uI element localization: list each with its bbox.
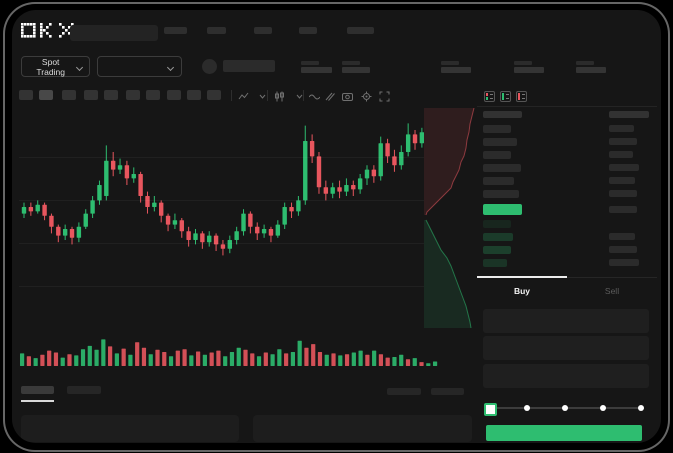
gridline [19, 157, 424, 158]
pair-selector-dropdown[interactable] [97, 56, 182, 77]
tab-buy[interactable]: Buy [513, 286, 531, 296]
buy-submit-button[interactable] [486, 425, 642, 441]
ask-row[interactable] [483, 190, 519, 198]
volume-histogram [19, 336, 439, 366]
panel-divider [477, 106, 657, 107]
fullscreen-icon[interactable] [379, 91, 390, 102]
bid-amount [609, 259, 639, 266]
timeframe-button-selected[interactable] [39, 90, 53, 100]
timeframe-button[interactable] [126, 90, 140, 100]
market-type-label: Spot Trading [36, 56, 65, 77]
ask-row[interactable] [483, 125, 511, 133]
price-input[interactable] [483, 309, 649, 333]
chevron-down-icon[interactable] [294, 91, 305, 102]
camera-snapshot-icon[interactable] [342, 91, 353, 102]
toolbar-divider [267, 90, 268, 101]
timeframe-button[interactable] [104, 90, 118, 100]
timeframe-button[interactable] [146, 90, 160, 100]
orderbook-header-amount [609, 111, 649, 118]
orders-table-placeholder [253, 415, 472, 442]
timeframe-button[interactable] [84, 90, 98, 100]
slider-step-dot[interactable] [638, 405, 644, 411]
bottom-tab[interactable] [67, 386, 101, 394]
nav-item[interactable] [254, 27, 272, 34]
candlestick-chart[interactable] [19, 108, 425, 328]
ask-amount [609, 190, 637, 197]
ask-row[interactable] [483, 151, 511, 159]
ask-amount [609, 151, 633, 158]
toolbar-divider [303, 90, 304, 101]
gridline [19, 286, 424, 287]
ask-row[interactable] [483, 138, 517, 146]
nav-item[interactable] [207, 27, 226, 34]
timeframe-button[interactable] [167, 90, 181, 100]
candlestick-style-icon[interactable] [274, 91, 285, 102]
bid-row[interactable] [483, 220, 511, 228]
timeframe-button[interactable] [62, 90, 76, 100]
total-input[interactable] [483, 364, 649, 388]
ask-row[interactable] [483, 164, 521, 172]
timeframe-button[interactable] [187, 90, 201, 100]
slider-step-dot[interactable] [562, 405, 568, 411]
bid-amount [609, 246, 637, 253]
tabs-divider [477, 277, 657, 278]
orderbook-layout-icon-bids[interactable] [500, 91, 511, 102]
ask-amount [609, 177, 635, 184]
chevron-down-icon[interactable] [257, 91, 268, 102]
orderbook-header-price [483, 111, 522, 118]
ask-row[interactable] [483, 177, 514, 185]
orderbook-depth-chart[interactable] [424, 107, 479, 329]
nav-item[interactable] [299, 27, 317, 34]
orderbook-layout-icon-asks[interactable] [516, 91, 527, 102]
pair-name-placeholder [223, 60, 275, 72]
app-window: Spot Trading [12, 10, 661, 443]
bottom-action[interactable] [431, 388, 464, 395]
active-tab-underline [21, 400, 54, 402]
tab-sell[interactable]: Sell [604, 286, 620, 296]
amount-input[interactable] [483, 336, 649, 360]
ask-amount [609, 138, 637, 145]
nav-item[interactable] [164, 27, 187, 34]
bottom-action[interactable] [387, 388, 421, 395]
orderbook-layout-icon-both[interactable] [484, 91, 495, 102]
settings-gear-icon[interactable] [361, 91, 372, 102]
gridline [19, 200, 424, 201]
draw-tool-icon[interactable] [324, 91, 335, 102]
search-input[interactable] [70, 25, 158, 41]
market-type-dropdown[interactable]: Spot Trading [21, 56, 90, 77]
chevron-down-icon [77, 64, 83, 70]
last-price-amount [609, 206, 637, 213]
gridline [19, 243, 424, 244]
indicator-wave-icon[interactable] [309, 91, 320, 102]
bid-row[interactable] [483, 233, 513, 241]
last-price-indicator[interactable] [483, 204, 522, 215]
chevron-down-icon [168, 64, 174, 70]
orders-table-placeholder [21, 415, 239, 442]
ask-amount [609, 125, 634, 132]
amount-slider-handle[interactable] [484, 403, 497, 416]
okx-logo[interactable] [21, 23, 74, 38]
timeframe-button[interactable] [207, 90, 221, 100]
bid-amount [609, 233, 635, 240]
timeframe-button[interactable] [19, 90, 33, 100]
bid-row[interactable] [483, 259, 507, 267]
coin-avatar [202, 59, 217, 74]
bid-row[interactable] [483, 246, 511, 254]
slider-step-dot[interactable] [600, 405, 606, 411]
buy-tab-indicator [477, 276, 567, 278]
slider-step-dot[interactable] [524, 405, 530, 411]
bottom-tab-active[interactable] [21, 386, 54, 394]
nav-item[interactable] [347, 27, 374, 34]
toolbar-divider [231, 90, 232, 101]
ask-amount [609, 164, 639, 171]
line-chart-icon[interactable] [238, 91, 249, 102]
